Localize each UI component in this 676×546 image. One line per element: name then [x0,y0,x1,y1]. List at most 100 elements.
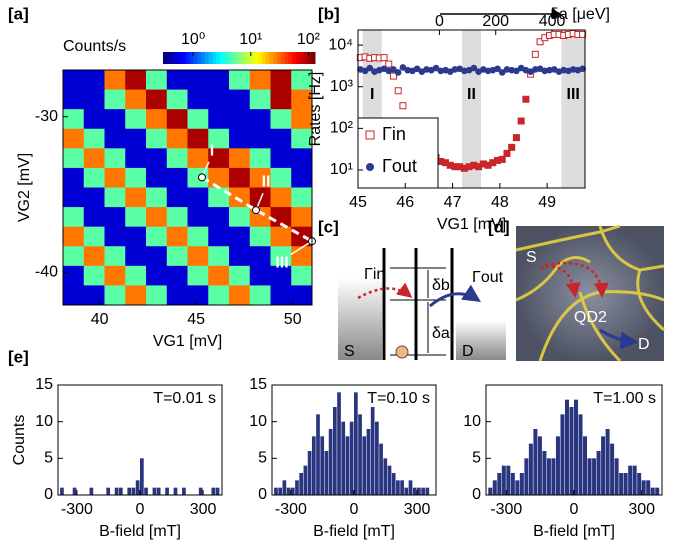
data-point [494,65,501,73]
image-label: QD2 [574,309,607,326]
data-point [390,66,397,73]
heat-cell [63,70,85,91]
colorbar-segment [185,52,191,64]
y-tick-label: 10 [35,413,53,430]
x-tick-label: 47 [444,194,462,211]
histogram-bar [362,436,367,495]
y-tick-label: 10³ [330,78,354,95]
heat-cell [125,109,147,130]
heat-cell [104,187,126,208]
heat-cell [270,109,292,130]
y-tick-label: -40 [35,264,58,281]
source-lead [338,278,382,360]
data-point [389,72,397,80]
histogram-bar [408,480,413,495]
panel-label: [c] [318,217,339,236]
diagram-label: S [344,343,355,360]
heat-cell [63,128,85,149]
heat-cell [249,167,271,188]
histogram-bar [412,487,417,495]
histogram-bar [601,436,606,495]
diagram-label: D [462,343,474,360]
colorbar-segment [269,52,274,64]
heat-cell [208,109,230,130]
x-tick-label: 40 [91,311,109,328]
region-label: II [467,86,476,103]
colorbar-segment [265,52,270,64]
histogram-bar [131,487,136,495]
data-point [522,95,530,103]
data-point [512,134,520,142]
heat-cell [166,128,188,149]
heat-cell [187,207,209,228]
heat-cell [125,89,147,110]
heat-cell [187,128,209,149]
data-point [394,69,402,76]
data-point [498,69,506,76]
histogram-bar [349,421,354,495]
colorbar-segment [193,52,198,64]
colorbar-segment [307,52,312,64]
heat-cell [63,89,85,110]
image-label: D [638,336,650,353]
heat-cell [125,246,147,267]
histogram-bar [628,465,633,495]
heat-cell [125,265,147,286]
path-arrow [599,328,639,350]
heat-cell [146,226,168,247]
heat-cell [83,246,105,267]
heat-cell [229,187,251,208]
heat-cell [229,246,251,267]
data-point [413,65,421,73]
region-label: I [370,86,374,103]
histogram-bar [379,443,383,495]
x-tick-label: 0 [136,501,145,518]
heat-cell [166,148,188,169]
chart: T=1.00 s -300 0 300 0 5 10 B-field [mT] [463,384,663,540]
histogram-bar [528,443,533,495]
legend-marker [365,130,375,140]
histogram-bar [320,436,325,495]
heat-cell [166,265,188,286]
histogram-bar [135,480,140,495]
histogram-bar [114,487,119,495]
shaded-region [561,30,585,188]
heat-cell [125,285,147,306]
heat-cell [83,89,105,110]
heat-cell [208,167,230,188]
histogram-bar [501,465,506,495]
histogram-bar [537,436,542,495]
y-tick-label: 10⁴ [328,36,353,53]
heat-cell [291,207,313,228]
heat-cell [249,187,271,208]
x-axis-label: VG1 [mV] [153,333,222,350]
histogram-bar [337,392,341,495]
colorbar-segment [170,52,175,64]
heat-cell [187,70,209,91]
heat-cell [249,148,271,169]
heat-cell [166,285,188,306]
colorbar-segment [208,52,213,64]
colorbar-segment [242,52,248,64]
heat-cell [63,187,85,208]
colorbar-tick-label: 10¹ [239,31,262,48]
heat-cell [229,265,251,286]
tunnel-out-arrow [429,284,482,308]
x-axis-label: VG1 [mV] [437,216,506,233]
x-tick-label: 49 [538,194,556,211]
y-tick-label: 5 [472,450,481,467]
x-axis-label: B-field [mT] [313,523,395,540]
heat-cell [249,70,271,91]
heat-cell [291,128,313,149]
legend-label: Γout [382,156,417,176]
colorbar-segment [163,52,168,64]
image-label: S [526,249,537,266]
data-point [385,60,393,68]
colorbar-label: Counts/s [63,38,126,55]
histogram-bar [619,473,624,495]
histogram-bar [497,473,502,495]
legend-marker [366,163,374,171]
heat-cell [104,265,126,286]
heat-cell [125,226,147,247]
heat-cell [187,285,209,306]
